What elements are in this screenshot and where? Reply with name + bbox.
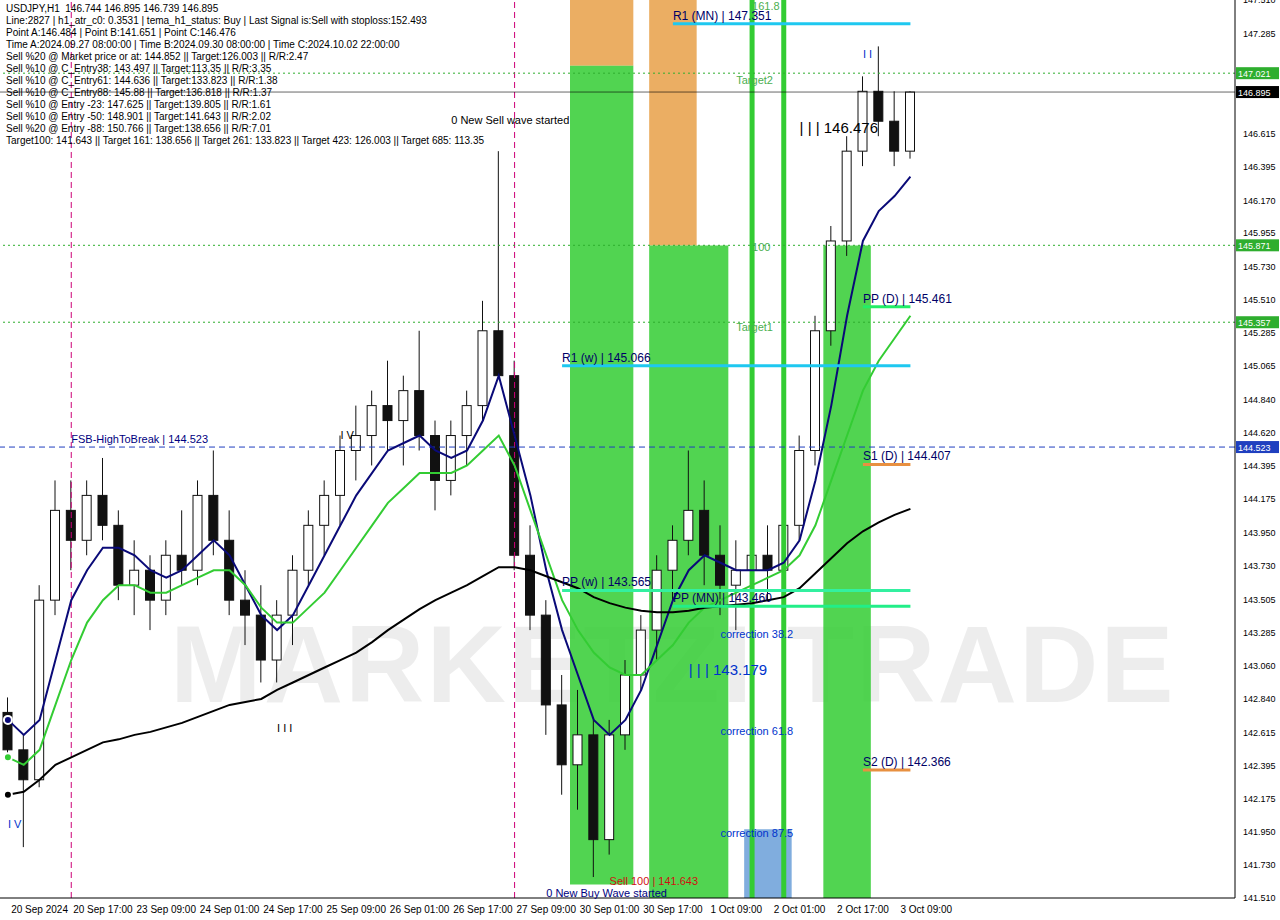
svg-text:145.871: 145.871 (1238, 241, 1271, 251)
svg-text:146.895: 146.895 (1238, 88, 1271, 98)
svg-text:146.395: 146.395 (1243, 162, 1272, 172)
svg-text:145.955: 145.955 (1243, 228, 1272, 238)
svg-text:143.730: 143.730 (1243, 561, 1272, 571)
svg-text:23 Sep 09:00: 23 Sep 09:00 (137, 904, 197, 915)
svg-text:145.730: 145.730 (1243, 262, 1272, 272)
svg-text:PP (D) | 145.461: PP (D) | 145.461 (863, 292, 952, 306)
svg-text:141.510: 141.510 (1243, 893, 1272, 903)
svg-text:142.840: 142.840 (1243, 694, 1272, 704)
svg-text:144.523: 144.523 (1238, 443, 1271, 453)
svg-text:144.620: 144.620 (1243, 428, 1272, 438)
svg-text:30 Sep 01:00: 30 Sep 01:00 (580, 904, 640, 915)
svg-text:146.170: 146.170 (1243, 196, 1272, 206)
svg-text:I I I: I I I (277, 722, 292, 734)
svg-text:143.060: 143.060 (1243, 661, 1272, 671)
svg-text:I V: I V (340, 429, 354, 441)
svg-text:correction 61.8: correction 61.8 (720, 725, 793, 737)
svg-text:2 Oct 17:00: 2 Oct 17:00 (837, 904, 889, 915)
svg-text:0 New Sell wave started: 0 New Sell wave started (451, 114, 569, 126)
svg-text:141.730: 141.730 (1243, 860, 1272, 870)
svg-text:142.615: 142.615 (1243, 728, 1272, 738)
svg-text:145.285: 145.285 (1243, 328, 1272, 338)
svg-text:20 Sep 2024: 20 Sep 2024 (11, 904, 68, 915)
svg-text:PP (w) | 143.565: PP (w) | 143.565 (562, 575, 651, 589)
svg-text:I I: I I (863, 48, 872, 60)
svg-text:161.8: 161.8 (752, 0, 780, 12)
svg-text:26 Sep 01:00: 26 Sep 01:00 (390, 904, 450, 915)
svg-text:S2 (D) | 142.366: S2 (D) | 142.366 (863, 755, 951, 769)
svg-text:R1 (w) | 145.066: R1 (w) | 145.066 (562, 351, 651, 365)
svg-text:144.175: 144.175 (1243, 494, 1272, 504)
svg-text:147.021: 147.021 (1238, 69, 1271, 79)
svg-text:3 Oct 09:00: 3 Oct 09:00 (900, 904, 952, 915)
svg-text:| | | 143.179: | | | 143.179 (689, 661, 767, 678)
svg-text:25 Sep 09:00: 25 Sep 09:00 (327, 904, 387, 915)
svg-text:Sell 100 | 141.643: Sell 100 | 141.643 (610, 875, 698, 887)
svg-text:27 Sep 09:00: 27 Sep 09:00 (517, 904, 577, 915)
svg-text:PP (MN) | 143.460: PP (MN) | 143.460 (673, 591, 772, 605)
svg-text:S1 (D) | 144.407: S1 (D) | 144.407 (863, 449, 951, 463)
svg-text:143.505: 143.505 (1243, 595, 1272, 605)
svg-text:| | | 146.476: | | | 146.476 (800, 119, 878, 136)
svg-text:143.285: 143.285 (1243, 628, 1272, 638)
svg-text:143.950: 143.950 (1243, 528, 1272, 538)
svg-text:correction 38.2: correction 38.2 (720, 628, 793, 640)
svg-text:145.357: 145.357 (1238, 318, 1271, 328)
svg-text:0 New Buy Wave started: 0 New Buy Wave started (546, 887, 667, 899)
svg-text:145.510: 145.510 (1243, 295, 1272, 305)
svg-text:145.065: 145.065 (1243, 361, 1272, 371)
svg-text:correction 87.5: correction 87.5 (720, 827, 793, 839)
svg-text:Target2: Target2 (736, 74, 773, 86)
svg-text:144.395: 144.395 (1243, 461, 1272, 471)
svg-text:I V: I V (8, 818, 22, 830)
svg-text:147.510: 147.510 (1243, 0, 1272, 5)
svg-text:142.175: 142.175 (1243, 794, 1272, 804)
svg-text:Target1: Target1 (736, 321, 773, 333)
svg-text:2 Oct 01:00: 2 Oct 01:00 (774, 904, 826, 915)
svg-text:141.950: 141.950 (1243, 827, 1272, 837)
svg-text:24 Sep 17:00: 24 Sep 17:00 (263, 904, 323, 915)
svg-text:24 Sep 01:00: 24 Sep 01:00 (200, 904, 260, 915)
svg-text:1 Oct 09:00: 1 Oct 09:00 (710, 904, 762, 915)
svg-text:144.840: 144.840 (1243, 395, 1272, 405)
svg-text:146.615: 146.615 (1243, 129, 1272, 139)
svg-text:20 Sep 17:00: 20 Sep 17:00 (73, 904, 133, 915)
svg-text:147.285: 147.285 (1243, 29, 1272, 39)
svg-text:142.395: 142.395 (1243, 761, 1272, 771)
svg-text:FSB-HighToBreak | 144.523: FSB-HighToBreak | 144.523 (71, 433, 208, 445)
svg-text:100: 100 (752, 241, 770, 253)
svg-text:26 Sep 17:00: 26 Sep 17:00 (453, 904, 513, 915)
svg-text:30 Sep 17:00: 30 Sep 17:00 (643, 904, 703, 915)
